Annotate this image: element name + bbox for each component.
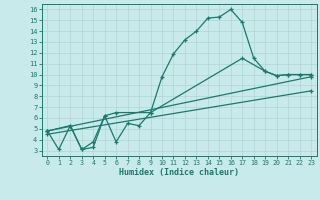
X-axis label: Humidex (Indice chaleur): Humidex (Indice chaleur) xyxy=(119,168,239,177)
